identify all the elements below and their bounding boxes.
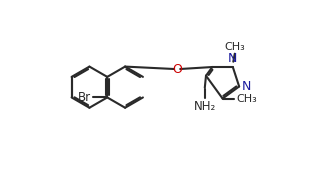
Text: O: O <box>172 62 182 75</box>
Text: NH₂: NH₂ <box>194 100 216 113</box>
Text: N: N <box>241 80 251 93</box>
Text: N: N <box>228 52 237 65</box>
Text: CH₃: CH₃ <box>236 94 256 104</box>
Text: Br: Br <box>78 91 91 104</box>
Text: CH₃: CH₃ <box>224 42 245 52</box>
